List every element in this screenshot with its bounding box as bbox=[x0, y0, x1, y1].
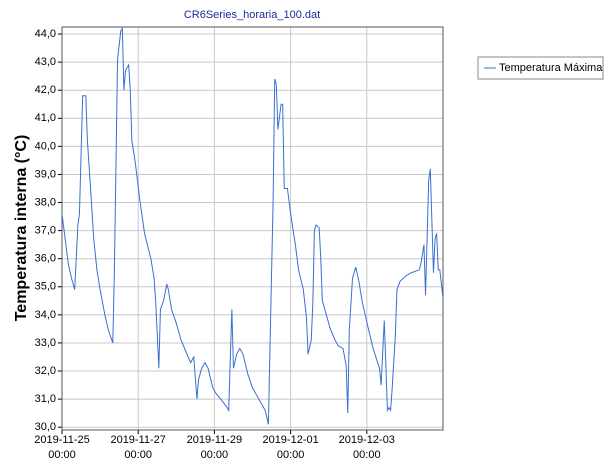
y-tick-label: 35,0 bbox=[35, 281, 56, 293]
y-tick-label: 36,0 bbox=[35, 253, 56, 265]
y-axis-title: Temperatura interna (°C) bbox=[13, 135, 30, 322]
y-tick-label: 38,0 bbox=[35, 196, 56, 208]
y-tick-label: 44,0 bbox=[35, 28, 56, 40]
y-tick-label: 39,0 bbox=[35, 168, 56, 180]
series-line bbox=[61, 26, 444, 425]
y-tick-label: 41,0 bbox=[35, 112, 56, 124]
y-tick-label: 30,0 bbox=[35, 421, 56, 433]
chart-title: CR6Series_horaria_100.dat bbox=[184, 9, 320, 21]
y-tick-label: 32,0 bbox=[35, 365, 56, 377]
y-tick-label: 42,0 bbox=[35, 84, 56, 96]
y-tick-label: 40,0 bbox=[35, 140, 56, 152]
y-tick-label: 37,0 bbox=[35, 225, 56, 237]
y-tick-label: 43,0 bbox=[35, 56, 56, 68]
x-tick-label: 2019-11-29 00:00 bbox=[186, 434, 243, 461]
legend-label: Temperatura Máxima bbox=[499, 62, 603, 74]
legend-box bbox=[477, 56, 604, 80]
x-tick-label: 2019-11-27 00:00 bbox=[110, 434, 166, 461]
y-tick-label: 34,0 bbox=[35, 309, 56, 321]
x-tick-label: 2019-12-01 00:00 bbox=[262, 434, 319, 461]
plot-area bbox=[62, 27, 443, 430]
plot-border bbox=[61, 26, 444, 431]
y-tick-label: 33,0 bbox=[35, 337, 56, 349]
y-tick-label: 31,0 bbox=[35, 393, 56, 405]
x-tick-label: 2019-11-25 00:00 bbox=[34, 434, 90, 461]
x-tick-label: 2019-12-03 00:00 bbox=[338, 434, 395, 461]
